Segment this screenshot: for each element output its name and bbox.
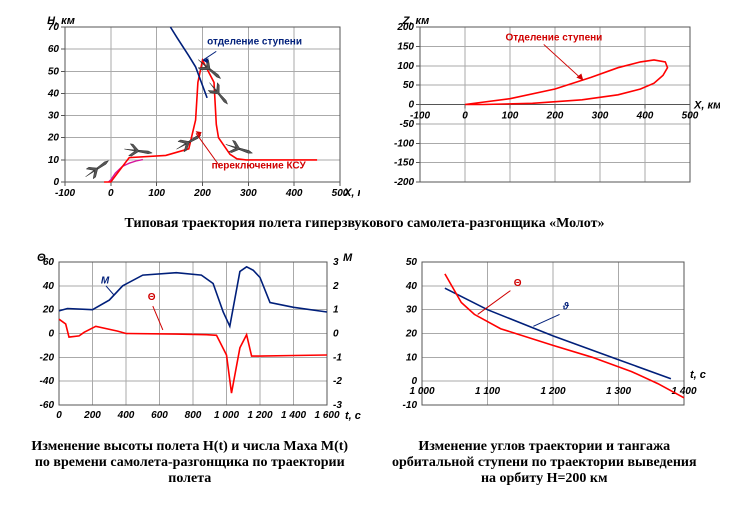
svg-text:600: 600 <box>151 410 168 421</box>
chart-top-left: -1000100200300400500010203040506070X, км… <box>10 12 360 212</box>
svg-text:-20: -20 <box>39 352 54 363</box>
svg-text:Отделение ступени: Отделение ступени <box>506 33 603 44</box>
svg-text:1 400: 1 400 <box>672 386 697 397</box>
svg-text:-2: -2 <box>333 376 342 387</box>
svg-text:Θ: Θ <box>514 278 522 289</box>
svg-text:1 000: 1 000 <box>410 386 435 397</box>
svg-text:0: 0 <box>408 100 414 111</box>
svg-text:0: 0 <box>333 329 339 340</box>
svg-text:0: 0 <box>412 376 418 387</box>
svg-text:1 600: 1 600 <box>314 410 339 421</box>
svg-text:X, км: X, км <box>343 187 360 199</box>
svg-text:50: 50 <box>48 66 60 77</box>
svg-text:переключение КСУ: переключение КСУ <box>212 161 307 172</box>
svg-text:X, км: X, км <box>693 100 720 112</box>
svg-text:M: M <box>343 252 353 264</box>
svg-text:30: 30 <box>48 111 60 122</box>
svg-text:M: M <box>101 275 110 286</box>
svg-text:1 200: 1 200 <box>541 386 566 397</box>
svg-text:10: 10 <box>48 155 60 166</box>
svg-text:1 000: 1 000 <box>214 410 239 421</box>
svg-text:30: 30 <box>406 305 418 316</box>
svg-text:200: 200 <box>83 410 101 421</box>
svg-text:200: 200 <box>193 188 211 199</box>
svg-text:1 100: 1 100 <box>475 386 500 397</box>
svg-text:2: 2 <box>332 281 339 292</box>
chart-bottom-left: 02004006008001 0001 2001 4001 600-60-40-… <box>10 250 370 487</box>
svg-text:-1: -1 <box>333 352 342 363</box>
svg-text:-40: -40 <box>39 376 54 387</box>
svg-text:Z, км: Z, км <box>402 15 430 27</box>
svg-text:40: 40 <box>47 88 60 99</box>
svg-text:300: 300 <box>592 111 609 122</box>
svg-text:отделение ступени: отделение ступени <box>207 37 302 48</box>
svg-text:0: 0 <box>462 111 468 122</box>
svg-text:1 300: 1 300 <box>606 386 631 397</box>
svg-text:0: 0 <box>53 177 59 188</box>
svg-text:400: 400 <box>636 111 654 122</box>
svg-text:-200: -200 <box>394 177 414 188</box>
chart-bottom-right: 1 000 1 100 1 200 1 300 1 400 -10 0 10 20 30 40 50 t… <box>370 250 720 487</box>
svg-text:100: 100 <box>148 188 165 199</box>
svg-text:-10: -10 <box>403 400 418 411</box>
svg-text:ϑ: ϑ <box>562 302 570 313</box>
svg-text:1 200: 1 200 <box>247 410 272 421</box>
svg-text:t, с: t, с <box>345 410 361 422</box>
svg-text:-150: -150 <box>394 158 414 169</box>
svg-text:0: 0 <box>108 188 114 199</box>
svg-text:t, с: t, с <box>690 369 706 381</box>
svg-text:100: 100 <box>502 111 519 122</box>
svg-text:20: 20 <box>47 133 60 144</box>
svg-text:400: 400 <box>116 410 134 421</box>
svg-text:-50: -50 <box>400 119 415 130</box>
svg-text:100: 100 <box>397 61 414 72</box>
svg-text:500: 500 <box>682 111 699 122</box>
svg-text:0: 0 <box>56 410 62 421</box>
svg-text:-100: -100 <box>55 188 75 199</box>
svg-text:-100: -100 <box>394 138 414 149</box>
svg-text:60: 60 <box>48 44 60 55</box>
svg-text:50: 50 <box>406 257 418 268</box>
chart-top-right: -1000100200300400500-200-150-100-5005010… <box>360 12 720 212</box>
svg-text:1 400: 1 400 <box>281 410 306 421</box>
caption-bl: Изменение высоты полета H(t) и числа Мах… <box>30 439 350 487</box>
caption-br: Изменение углов траектории и тангажа орб… <box>384 439 704 487</box>
svg-text:-60: -60 <box>39 400 54 411</box>
svg-text:40: 40 <box>405 281 418 292</box>
svg-text:1: 1 <box>333 305 339 316</box>
svg-text:Θ: Θ <box>37 252 46 264</box>
svg-text:40: 40 <box>42 281 55 292</box>
svg-text:400: 400 <box>285 188 303 199</box>
svg-text:150: 150 <box>397 41 414 52</box>
svg-text:10: 10 <box>406 352 418 363</box>
svg-text:20: 20 <box>42 305 55 316</box>
svg-text:300: 300 <box>240 188 257 199</box>
svg-text:20: 20 <box>405 329 418 340</box>
svg-text:0: 0 <box>48 329 54 340</box>
svg-text:-3: -3 <box>333 400 342 411</box>
svg-text:Θ: Θ <box>148 292 156 303</box>
svg-text:50: 50 <box>403 80 415 91</box>
svg-text:3: 3 <box>333 257 339 268</box>
svg-text:200: 200 <box>546 111 564 122</box>
svg-text:800: 800 <box>184 410 201 421</box>
caption-top: Типовая траектория полета гиперзвукового… <box>10 216 719 232</box>
svg-text:H, км: H, км <box>47 15 75 27</box>
